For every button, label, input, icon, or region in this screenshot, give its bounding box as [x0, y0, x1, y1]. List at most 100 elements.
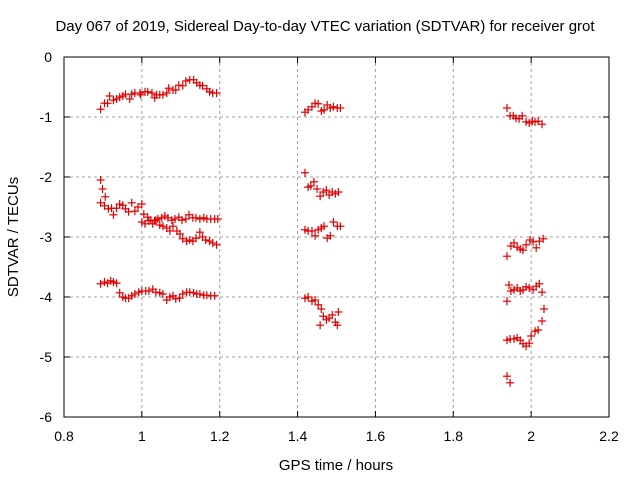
data-point: [170, 215, 179, 223]
data-point: [176, 230, 185, 238]
data-point: [311, 296, 320, 304]
data-point: [504, 281, 513, 289]
y-tick-label: -4: [40, 289, 53, 305]
data-point: [153, 215, 162, 223]
data-point: [208, 239, 217, 247]
data-point: [96, 105, 105, 114]
data-point: [158, 222, 167, 231]
data-point: [210, 291, 219, 300]
data-points: [96, 75, 548, 387]
data-point: [178, 290, 187, 298]
data-point: [96, 176, 105, 184]
data-point: [127, 198, 136, 207]
y-tick-label: -6: [40, 409, 53, 425]
data-point: [136, 90, 145, 99]
data-point: [164, 84, 173, 93]
data-point: [518, 111, 527, 120]
x-tick-label: 1.4: [288, 428, 308, 444]
data-point: [538, 317, 547, 325]
data-point: [539, 305, 548, 313]
data-point: [334, 308, 343, 316]
data-point: [101, 192, 110, 201]
data-point: [329, 218, 338, 226]
data-point: [320, 222, 329, 231]
data-point: [313, 185, 322, 193]
data-point: [326, 231, 335, 240]
data-point: [503, 372, 512, 381]
data-point: [195, 290, 204, 298]
data-point: [539, 234, 548, 243]
data-point: [304, 293, 313, 301]
data-point: [306, 182, 315, 190]
data-point: [529, 237, 538, 246]
data-point: [181, 77, 190, 85]
data-point: [503, 297, 512, 306]
data-point: [195, 228, 204, 237]
data-point: [125, 95, 134, 103]
data-point: [334, 188, 343, 196]
data-point: [506, 378, 515, 387]
data-point: [503, 104, 512, 112]
data-point: [162, 89, 171, 97]
y-tick-label: -2: [40, 169, 53, 185]
data-point: [181, 215, 190, 223]
chart-title: Day 067 of 2019, Sidereal Day-to-day VTE…: [55, 18, 595, 35]
data-point: [135, 89, 144, 97]
x-tick-label: 2.2: [599, 428, 619, 444]
data-point: [316, 321, 325, 330]
data-point: [191, 213, 200, 222]
data-point: [320, 105, 329, 114]
data-point: [311, 231, 320, 240]
data-point: [336, 104, 345, 112]
data-point: [178, 81, 187, 90]
x-axis: 0.8 1 1.2 1.4 1.6 1.8 2 2.2: [54, 57, 619, 444]
data-point: [212, 89, 221, 97]
data-point: [109, 210, 118, 219]
grid-lines: [64, 57, 609, 417]
data-point: [333, 321, 342, 330]
data-point: [158, 90, 167, 99]
x-tick-label: 1.8: [444, 428, 464, 444]
data-point: [518, 246, 527, 255]
data-point: [525, 284, 534, 292]
data-point: [201, 236, 210, 244]
data-point: [115, 288, 124, 297]
data-point: [531, 327, 540, 336]
data-point: [336, 222, 345, 231]
data-point: [510, 239, 519, 247]
data-point: [130, 290, 139, 298]
data-point: [177, 216, 186, 225]
data-point: [503, 252, 512, 261]
data-point: [316, 192, 325, 201]
data-point: [314, 300, 323, 309]
x-tick-label: 1.6: [366, 428, 386, 444]
y-axis: 0 -1 -2 -3 -4 -5 -6: [40, 49, 609, 425]
x-tick-label: 1: [138, 428, 146, 444]
data-point: [144, 287, 153, 295]
data-point: [322, 186, 331, 195]
data-point: [169, 222, 177, 231]
data-point: [147, 89, 156, 97]
data-point: [538, 288, 547, 297]
data-point: [317, 305, 326, 313]
data-point: [165, 227, 174, 235]
x-tick-label: 2: [527, 428, 535, 444]
data-point: [195, 215, 204, 223]
data-point: [538, 120, 547, 129]
data-point: [535, 279, 544, 288]
data-point: [213, 215, 222, 223]
x-axis-label: GPS time / hours: [279, 457, 393, 474]
data-point: [329, 102, 338, 111]
data-point: [112, 204, 121, 213]
data-point: [212, 240, 221, 249]
y-tick-label: -1: [40, 109, 53, 125]
data-point: [175, 294, 184, 303]
x-tick-label: 0.8: [54, 428, 74, 444]
data-point: [300, 168, 309, 177]
data-point: [137, 200, 146, 208]
x-tick-label: 1.2: [210, 428, 230, 444]
y-axis-label: SDTVAR / TECUs: [5, 177, 22, 297]
data-point: [307, 227, 316, 235]
data-point: [532, 243, 541, 252]
